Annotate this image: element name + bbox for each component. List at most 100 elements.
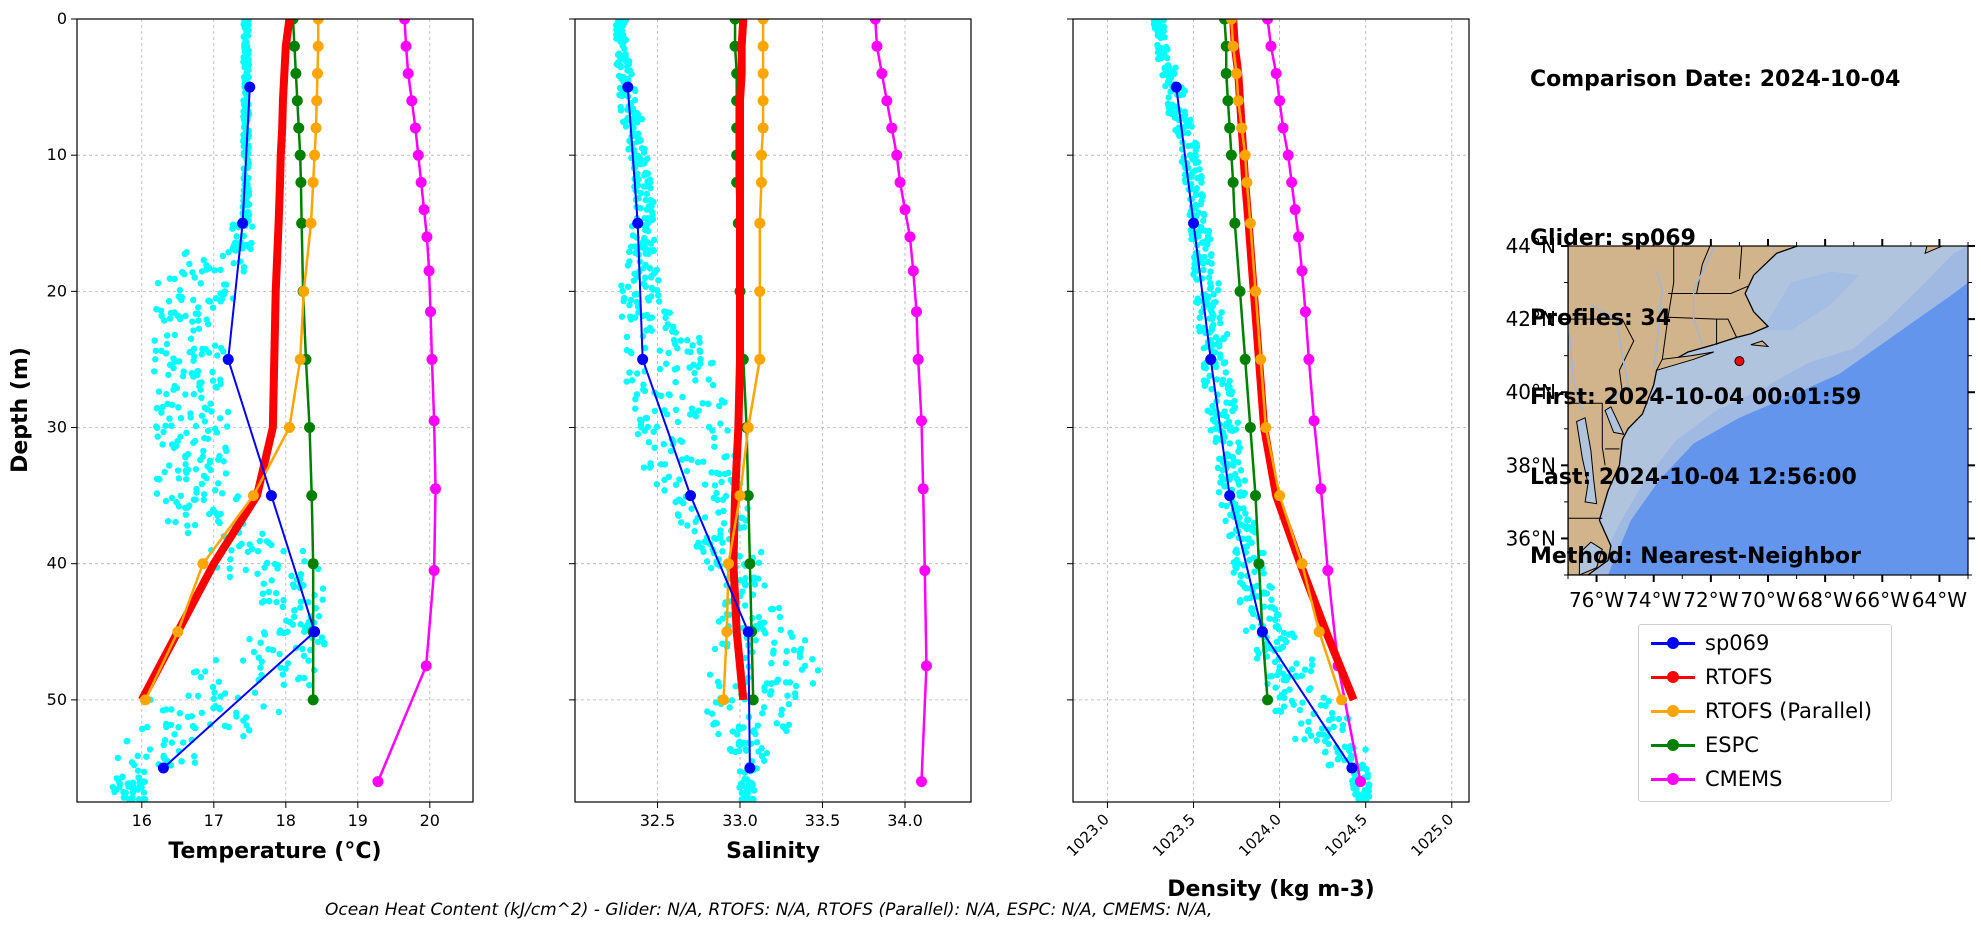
scatter-point [688, 505, 695, 512]
scatter-point [215, 678, 223, 685]
scatter-point [674, 418, 682, 426]
scatter-point [719, 548, 726, 555]
series-point [197, 558, 209, 570]
scatter-point [645, 439, 653, 446]
map-lon-label: 68°W [1798, 588, 1853, 612]
scatter-point [1205, 293, 1212, 300]
scatter-point [213, 429, 220, 436]
scatter-point [655, 277, 662, 284]
scatter-point [1197, 200, 1205, 208]
scatter-point [709, 381, 717, 389]
scatter-point [704, 708, 711, 715]
scatter-point [1223, 399, 1230, 406]
scatter-point [1181, 111, 1188, 119]
scatter-point [177, 415, 185, 422]
scatter-point [1214, 464, 1222, 472]
scatter-point [672, 379, 679, 386]
x-tick-label: 1024.0 [1235, 810, 1285, 860]
scatter-point [1225, 452, 1233, 459]
scatter-point [297, 598, 305, 605]
scatter-point [622, 19, 629, 24]
scatter-point [168, 422, 175, 429]
series-point [1336, 694, 1348, 706]
series-point [754, 353, 766, 365]
pamlico-sound [1578, 541, 1603, 575]
scatter-point [791, 690, 799, 697]
series-point [1262, 694, 1274, 706]
scatter-point [1164, 100, 1172, 108]
scatter-point [198, 709, 206, 717]
scatter-point [674, 511, 682, 518]
scatter-point [778, 706, 786, 713]
scatter-point [1199, 192, 1207, 200]
scatter-point [305, 657, 312, 664]
scatter-point [655, 292, 662, 299]
scatter-point [242, 38, 249, 45]
scatter-point [1150, 19, 1158, 24]
scatter-point [198, 268, 206, 275]
scatter-point [1212, 438, 1219, 445]
scatter-point [692, 413, 700, 420]
x-tick-label: 1024.5 [1321, 810, 1371, 860]
scatter-point [175, 404, 182, 411]
scatter-point [1187, 174, 1194, 181]
scatter-point [217, 510, 224, 518]
scatter-point [1200, 217, 1207, 224]
scatter-point [634, 119, 641, 126]
scatter-point [628, 377, 636, 384]
scatter-point [666, 309, 673, 316]
scatter-point [1189, 168, 1197, 176]
scatter-point [1196, 314, 1204, 321]
series-point [1225, 19, 1237, 25]
scatter-point [641, 427, 648, 434]
chesapeake-bay [1576, 417, 1598, 505]
x-axis-label: Temperature (°C) [168, 839, 381, 864]
scatter-point [749, 796, 757, 802]
scatter-point [707, 564, 715, 572]
series-point [891, 149, 903, 161]
panel-2: 32.5 33.0 33.5 34.0 Salinity [569, 18, 972, 864]
legend-label: sp069 [1705, 631, 1770, 655]
scatter-point [696, 334, 703, 342]
scatter-point [268, 541, 275, 549]
scatter-point [657, 461, 665, 468]
scatter-point [158, 409, 165, 416]
scatter-point [221, 690, 229, 697]
scatter-point [212, 383, 219, 391]
scatter-point [1249, 525, 1257, 532]
scatter-point [773, 720, 781, 727]
scatter-point [183, 429, 190, 437]
scatter-point [211, 267, 218, 274]
scatter-point [624, 262, 632, 269]
scatter-point [715, 509, 722, 516]
map-content [1568, 246, 1968, 575]
series-point [754, 217, 766, 229]
scatter-point [158, 312, 165, 320]
scatter-point [189, 722, 197, 730]
scatter-point [1237, 597, 1244, 604]
scatter-point [674, 345, 681, 352]
scatter-point [1154, 49, 1162, 56]
scatter-point [265, 588, 272, 596]
scatter-point [736, 768, 744, 775]
scatter-point [1194, 295, 1201, 302]
legend-swatch [1647, 662, 1699, 692]
scatter-point [217, 266, 224, 274]
scatter-point [279, 603, 286, 611]
scatter-point [158, 347, 165, 355]
scatter-point [165, 298, 173, 305]
series-point [757, 67, 769, 79]
scatter-point [1235, 505, 1243, 512]
y-tick-label: 20 [47, 281, 67, 300]
x-axis-label: Salinity [726, 839, 820, 864]
scatter-point [197, 456, 204, 464]
scatter-point [1191, 268, 1199, 275]
scatter-point [204, 427, 212, 434]
scatter-point [640, 160, 648, 167]
scatter-point [165, 371, 172, 379]
scatter-point [1192, 153, 1199, 160]
scatter-point [177, 492, 185, 500]
scatter-point [153, 305, 160, 313]
scatter-point [1203, 378, 1211, 385]
scatter-point [1268, 584, 1275, 591]
